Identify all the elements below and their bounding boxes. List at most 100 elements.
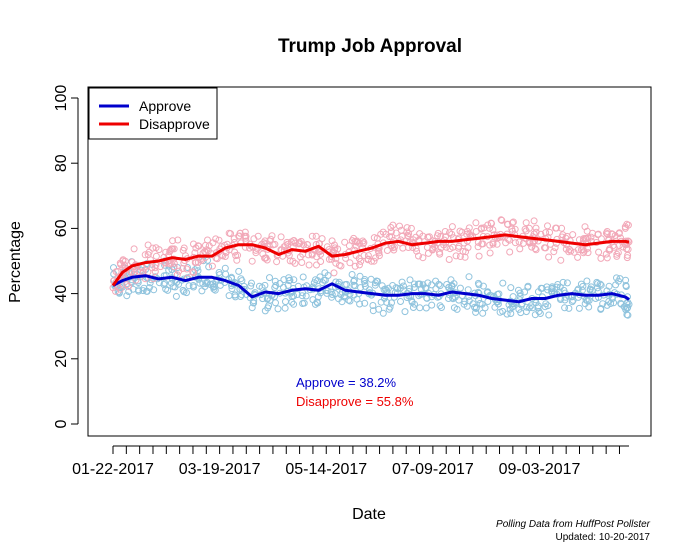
poll-point	[595, 248, 603, 256]
poll-point	[345, 296, 353, 304]
poll-point	[350, 277, 358, 285]
poll-point	[509, 302, 517, 310]
poll-point	[476, 299, 484, 307]
poll-point	[613, 252, 621, 260]
poll-point	[162, 285, 170, 293]
poll-point	[208, 262, 216, 270]
poll-point	[550, 248, 558, 256]
poll-point	[483, 288, 491, 296]
poll-point	[180, 244, 188, 252]
y-tick-label: 20	[53, 350, 70, 368]
poll-point	[401, 308, 409, 316]
poll-point	[293, 291, 301, 298]
poll-point	[291, 259, 299, 267]
poll-point	[397, 298, 404, 305]
poll-point	[462, 248, 470, 256]
poll-point	[456, 227, 464, 235]
y-tick-label: 0	[53, 419, 70, 428]
poll-point	[215, 269, 223, 276]
poll-point	[545, 311, 553, 319]
poll-point	[587, 233, 595, 241]
poll-point	[321, 269, 329, 277]
poll-point	[522, 227, 530, 235]
poll-point	[445, 256, 453, 263]
poll-point	[236, 229, 244, 237]
poll-point	[597, 305, 605, 312]
poll-point	[379, 309, 387, 317]
poll-point	[348, 237, 356, 245]
x-tick-label: 01-22-2017	[72, 461, 154, 478]
poll-point	[527, 302, 535, 310]
poll-point	[345, 242, 353, 250]
poll-point	[544, 222, 551, 230]
poll-point	[428, 301, 436, 309]
poll-point	[112, 268, 120, 276]
poll-point	[370, 234, 378, 242]
poll-point	[248, 304, 256, 312]
poll-point	[435, 280, 443, 288]
poll-point	[506, 248, 514, 256]
poll-point	[388, 233, 396, 241]
poll-point	[359, 240, 367, 248]
series-line-disapprove	[111, 233, 630, 287]
poll-point	[282, 242, 290, 250]
poll-point	[575, 304, 583, 312]
poll-point	[603, 228, 611, 235]
poll-point	[448, 282, 456, 290]
poll-point	[408, 298, 416, 306]
poll-point	[123, 292, 131, 300]
poll-point	[537, 230, 545, 238]
poll-point	[332, 259, 340, 267]
poll-point	[515, 305, 523, 313]
poll-point	[330, 269, 338, 277]
poll-point	[308, 251, 316, 259]
poll-point	[603, 301, 611, 309]
poll-point	[497, 216, 505, 224]
poll-point	[536, 310, 544, 317]
poll-point	[144, 251, 152, 259]
poll-point	[381, 285, 389, 293]
poll-point	[375, 252, 383, 260]
poll-point	[175, 280, 183, 288]
poll-point	[299, 300, 307, 307]
y-tick-label: 100	[53, 85, 70, 112]
poll-point	[355, 255, 363, 262]
poll-point	[369, 307, 377, 315]
poll-point	[411, 300, 418, 308]
poll-point	[475, 281, 483, 289]
poll-point	[284, 281, 292, 289]
poll-point	[259, 295, 267, 303]
poll-point	[586, 285, 594, 293]
poll-point	[557, 256, 565, 264]
poll-point	[299, 273, 307, 281]
poll-point	[112, 287, 119, 295]
poll-point	[465, 224, 473, 232]
poll-point	[261, 281, 269, 289]
series-line-approve	[112, 274, 630, 304]
poll-point	[558, 224, 566, 232]
poll-point	[370, 257, 378, 265]
poll-point	[597, 254, 605, 262]
poll-point	[233, 256, 241, 264]
poll-point	[248, 279, 255, 287]
poll-point	[385, 284, 392, 292]
poll-point	[320, 276, 328, 284]
poll-point	[298, 259, 306, 266]
poll-point	[424, 233, 432, 241]
poll-point	[542, 244, 550, 252]
poll-point	[361, 280, 369, 287]
poll-point	[298, 292, 306, 300]
poll-point	[436, 248, 443, 256]
poll-point	[235, 267, 243, 275]
poll-point	[305, 261, 313, 269]
chart-title: Trump Job Approval	[278, 36, 462, 57]
poll-point	[221, 253, 229, 260]
poll-point	[279, 283, 287, 291]
poll-point	[532, 246, 540, 254]
poll-point	[596, 280, 604, 288]
poll-point	[179, 265, 187, 272]
poll-point	[448, 230, 456, 238]
poll-point	[190, 269, 198, 277]
poll-point	[250, 235, 258, 243]
poll-point	[382, 230, 390, 238]
